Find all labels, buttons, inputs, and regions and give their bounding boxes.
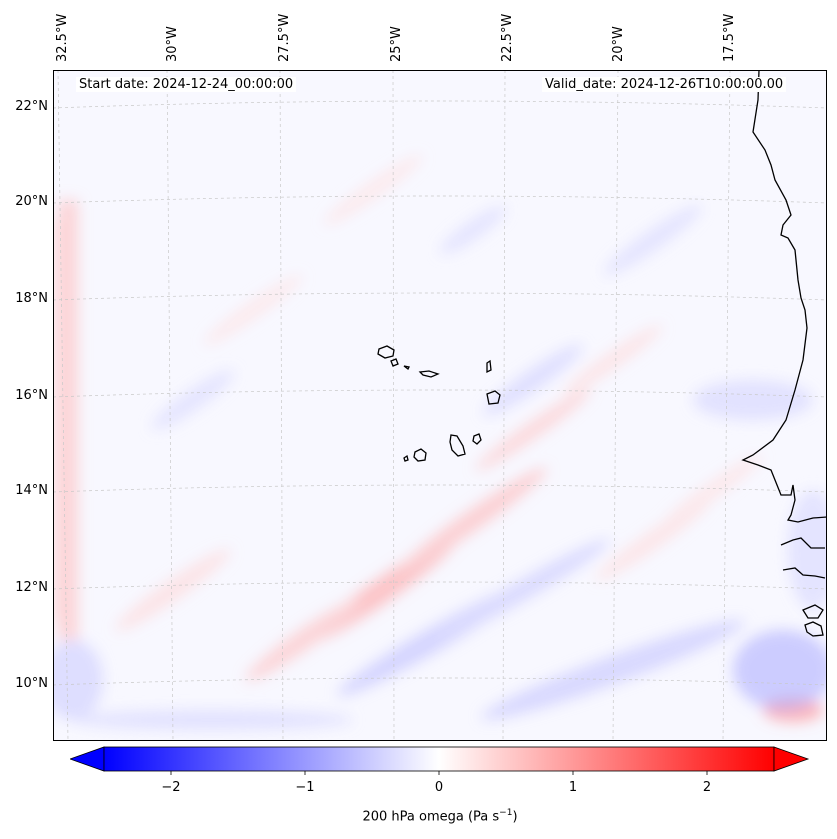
sal	[486, 359, 492, 374]
graticule	[53, 70, 827, 741]
boa-vista	[486, 390, 501, 405]
lon-label-25w: 25°W	[389, 26, 404, 62]
lat-label-18n: 18°N	[15, 291, 48, 306]
sao-vicente	[390, 358, 399, 367]
colorbar-ticks	[170, 771, 708, 775]
omega-map	[53, 70, 827, 741]
colorbar-tick-label: 1	[568, 780, 578, 795]
brava	[403, 454, 409, 462]
colorbar-gradient	[103, 746, 775, 772]
map-frame	[53, 70, 827, 741]
lat-label-14n: 14°N	[15, 483, 48, 498]
colorbar-tick-label: −2	[161, 780, 181, 795]
santa-luzia	[403, 365, 410, 370]
omega-field	[53, 154, 827, 730]
santo-antao	[377, 345, 395, 359]
lon-label-30w: 30°W	[165, 26, 180, 62]
lon-label-27-5w: 27.5°W	[277, 13, 292, 62]
lat-label-16n: 16°N	[15, 388, 48, 403]
start-date-label: Start date: 2024-12-24_00:00:00	[76, 77, 297, 92]
colorbar-extend-max	[773, 746, 810, 772]
colorbar-extend-min	[70, 746, 105, 772]
lat-label-22n: 22°N	[15, 99, 48, 114]
colorbar-tick-label: 2	[702, 780, 712, 795]
lon-label-22-5w: 22.5°W	[500, 13, 515, 62]
sao-nicolau	[418, 370, 440, 378]
lat-label-10n: 10°N	[15, 676, 48, 691]
lat-label-12n: 12°N	[15, 580, 48, 595]
colorbar-tick-label: 0	[434, 780, 444, 795]
lon-label-32-5w: 32.5°W	[55, 13, 70, 62]
colorbar-tick-label: −1	[295, 780, 315, 795]
colorbar-title-text: 200 hPa omega (Pa s	[362, 809, 500, 825]
colorbar-title-exponent: −1	[499, 808, 513, 818]
coastlines	[377, 70, 827, 637]
colorbar-title-close: )	[512, 809, 518, 825]
lat-label-20n: 20°N	[15, 194, 48, 209]
lon-label-20w: 20°W	[611, 26, 626, 62]
colorbar-title: 200 hPa omega (Pa s−1)	[362, 808, 517, 824]
lon-label-17-5w: 17.5°W	[722, 13, 737, 62]
maio	[472, 433, 482, 445]
santiago	[449, 434, 466, 457]
fogo	[413, 448, 427, 462]
colorbar	[70, 746, 810, 775]
africa-coastline	[741, 70, 827, 523]
valid-date-label: Valid_date: 2024-12-26T10:00:00.00	[542, 77, 787, 92]
